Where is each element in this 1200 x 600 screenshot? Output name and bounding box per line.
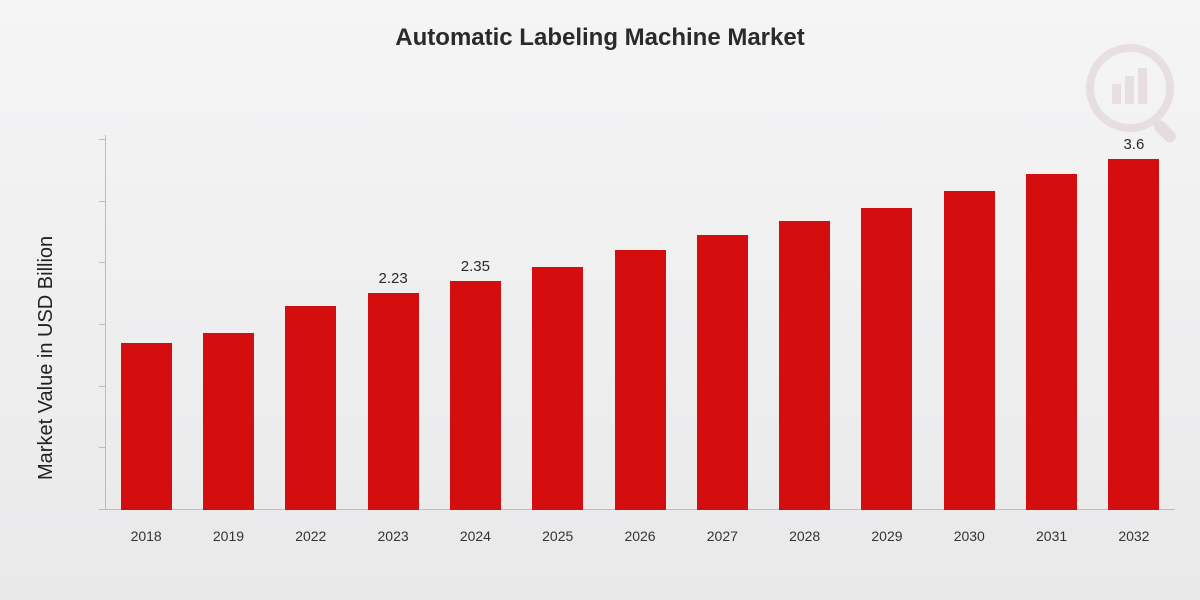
x-tick-label: 2027 bbox=[681, 528, 763, 544]
bar-slot bbox=[928, 140, 1010, 510]
bar-slot bbox=[1010, 140, 1092, 510]
bar bbox=[1026, 174, 1077, 510]
bar-slot bbox=[187, 140, 269, 510]
bar-value-label: 2.23 bbox=[352, 270, 434, 287]
x-tick-label: 2026 bbox=[599, 528, 681, 544]
bar bbox=[861, 208, 912, 510]
x-tick-label: 2024 bbox=[434, 528, 516, 544]
bar bbox=[532, 267, 583, 510]
bar bbox=[368, 293, 419, 510]
bar-value-label: 3.6 bbox=[1093, 136, 1175, 153]
bar bbox=[121, 343, 172, 510]
x-tick-label: 2032 bbox=[1093, 528, 1175, 544]
x-tick-label: 2031 bbox=[1010, 528, 1092, 544]
y-tick bbox=[99, 509, 105, 510]
bar bbox=[450, 281, 501, 510]
bar bbox=[203, 333, 254, 510]
bar-slot: 3.6 bbox=[1093, 140, 1175, 510]
x-tick-label: 2019 bbox=[187, 528, 269, 544]
bar bbox=[1108, 159, 1159, 510]
x-tick-label: 2028 bbox=[764, 528, 846, 544]
bar bbox=[285, 306, 336, 510]
bar-slot bbox=[764, 140, 846, 510]
bar bbox=[944, 191, 995, 510]
bar bbox=[615, 250, 666, 510]
y-axis-label: Market Value in USD Billion bbox=[35, 236, 58, 480]
x-tick-label: 2022 bbox=[270, 528, 352, 544]
bar bbox=[779, 221, 830, 510]
chart-title: Automatic Labeling Machine Market bbox=[0, 24, 1200, 52]
x-tick-label: 2023 bbox=[352, 528, 434, 544]
y-tick bbox=[99, 324, 105, 325]
bar-value-label: 2.35 bbox=[434, 258, 516, 275]
bar-slot: 2.35 bbox=[434, 140, 516, 510]
bar-slot: 2.23 bbox=[352, 140, 434, 510]
bar-slot bbox=[270, 140, 352, 510]
x-tick-label: 2025 bbox=[517, 528, 599, 544]
x-tick-label: 2030 bbox=[928, 528, 1010, 544]
bar-slot bbox=[599, 140, 681, 510]
x-tick-label: 2029 bbox=[846, 528, 928, 544]
bar-slot bbox=[681, 140, 763, 510]
bar-slot bbox=[105, 140, 187, 510]
y-tick bbox=[99, 139, 105, 140]
x-axis-labels: 2018201920222023202420252026202720282029… bbox=[105, 528, 1175, 544]
y-tick bbox=[99, 447, 105, 448]
bars-container: 2.232.35 3.6 bbox=[105, 140, 1175, 510]
bar-slot bbox=[846, 140, 928, 510]
y-tick bbox=[99, 386, 105, 387]
chart-plot-area: 2.232.35 3.6 bbox=[105, 140, 1175, 510]
x-tick-label: 2018 bbox=[105, 528, 187, 544]
bar bbox=[697, 235, 748, 510]
y-tick bbox=[99, 262, 105, 263]
y-tick bbox=[99, 201, 105, 202]
bar-slot bbox=[517, 140, 599, 510]
